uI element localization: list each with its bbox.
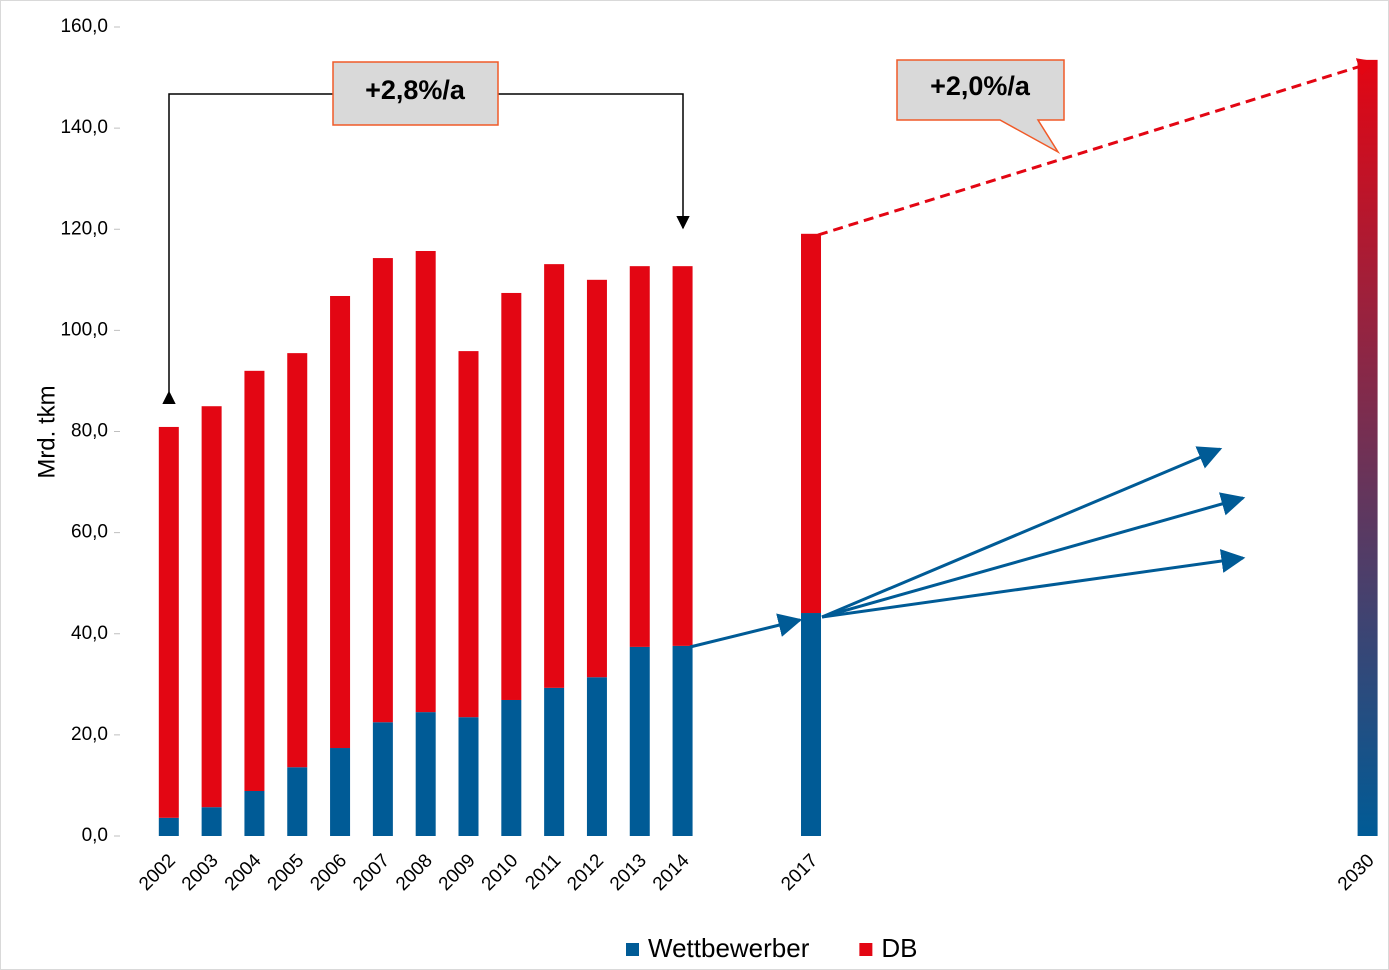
x-tick-label: 2002 — [135, 850, 180, 895]
x-tick-label: 2011 — [521, 850, 565, 894]
bar-segment — [372, 722, 393, 836]
bar-segment — [372, 258, 393, 723]
bar-segment — [586, 677, 607, 836]
trend-arrow — [821, 492, 1246, 619]
x-tick-label: 2005 — [264, 850, 309, 895]
bar-segment — [415, 250, 436, 713]
trend-arrow — [821, 549, 1246, 619]
bar-segment — [458, 351, 479, 718]
y-axis-label: Mrd. tkm — [33, 385, 60, 478]
y-tick-label: 160,0 — [60, 16, 108, 37]
y-tick-label: 20,0 — [71, 724, 108, 745]
bar-segment — [201, 807, 222, 836]
y-tick-label: 140,0 — [60, 117, 108, 138]
legend-swatch — [626, 943, 639, 956]
y-tick-label: 100,0 — [60, 319, 108, 340]
bar-segment — [287, 767, 308, 836]
x-tick-label: 2017 — [777, 850, 822, 895]
callout — [896, 59, 1065, 155]
x-tick-label: 2006 — [306, 850, 351, 895]
x-tick-label: 2030 — [1334, 850, 1379, 895]
bar-segment — [501, 699, 522, 836]
bar-segment — [801, 233, 822, 614]
bar-segment — [629, 266, 650, 647]
trend-arrow — [821, 446, 1223, 619]
x-tick-label: 2004 — [221, 850, 266, 895]
bar-segment — [544, 264, 565, 688]
x-tick-label: 2003 — [178, 850, 223, 895]
legend-swatch — [859, 943, 873, 956]
x-tick-label: 2012 — [563, 850, 608, 895]
bar-segment — [287, 353, 308, 768]
bar-segment — [544, 687, 565, 836]
bar-segment — [672, 266, 693, 646]
x-tick-label: 2010 — [478, 850, 523, 895]
annotation: +2,0%/a — [930, 71, 1031, 101]
x-tick-label: 2014 — [649, 850, 694, 895]
x-tick-label: 2009 — [435, 850, 480, 895]
bar-segment — [501, 292, 522, 700]
bar-segment — [629, 646, 650, 836]
y-tick-label: 60,0 — [71, 522, 108, 543]
bar-segment — [586, 279, 607, 678]
trend-arrow — [817, 58, 1376, 237]
bar-segment — [330, 295, 351, 749]
bar-segment — [158, 817, 179, 836]
legend-label: DB — [881, 933, 917, 963]
x-tick-label: 2013 — [606, 850, 651, 895]
bar-segment — [158, 426, 179, 818]
projection-bar — [1357, 59, 1378, 837]
bar-segment — [672, 645, 693, 836]
y-tick-label: 120,0 — [60, 218, 108, 239]
bar-segment — [201, 406, 222, 808]
annotation: +2,8%/a — [365, 75, 466, 105]
bar-segment — [415, 712, 436, 836]
bar-segment — [244, 790, 265, 836]
bar-segment — [801, 613, 822, 836]
y-tick-label: 40,0 — [71, 623, 108, 644]
callout — [332, 61, 499, 126]
bar-segment — [244, 370, 265, 791]
bar-segment — [330, 748, 351, 836]
y-tick-label: 0,0 — [82, 825, 108, 846]
x-tick-label: 2007 — [349, 850, 394, 895]
legend-label: Wettbewerber — [648, 933, 810, 963]
bar-segment — [458, 717, 479, 836]
x-tick-label: 2008 — [392, 850, 437, 895]
y-tick-label: 80,0 — [71, 421, 108, 442]
trend-arrow — [689, 613, 803, 649]
